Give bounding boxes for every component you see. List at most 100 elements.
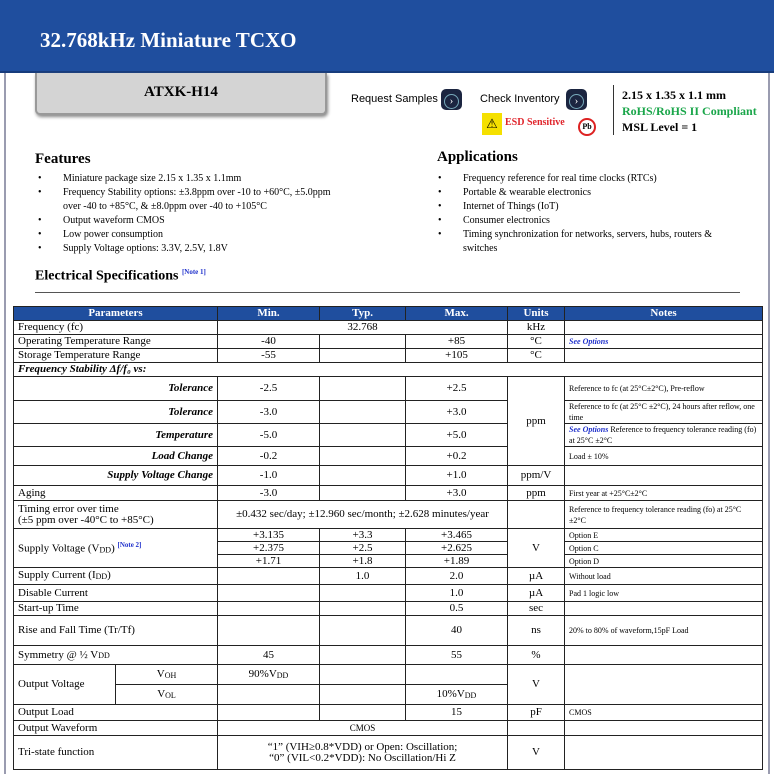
- table-row: Timing error over time (±5 ppm over -40°C…: [12, 500, 764, 529]
- cell: +85: [405, 334, 509, 349]
- cell: [319, 423, 407, 447]
- col-header: Min.: [217, 306, 321, 321]
- specs-table: Parameters Min. Typ. Max. Units Notes Fr…: [12, 306, 764, 770]
- table-row: Tolerance -2.5 +2.5 ppm Reference to fc (at …: [12, 376, 764, 466]
- part-number: ATXK-H14: [35, 73, 327, 115]
- cell: [564, 645, 764, 665]
- cell: µA: [507, 584, 566, 602]
- list-item: Miniature package size 2.15 x 1.35 x 1.1…: [38, 172, 338, 186]
- cell: Output Voltage: [13, 664, 116, 705]
- cell: sec: [507, 601, 566, 616]
- cell: 1.0: [319, 567, 407, 585]
- table-row: Temperature -5.0 +5.0 See Options Reference…: [12, 423, 764, 447]
- table-row: Frequency Stability Δf/f₀ vs:: [12, 362, 764, 377]
- paren: ): [107, 569, 111, 581]
- cell: CMOS: [564, 704, 764, 721]
- table-row: Operating Temperature Range -40 +85 °C See O…: [12, 334, 764, 349]
- cell: [564, 601, 764, 616]
- cell: [405, 664, 509, 685]
- cell: ppm/V: [507, 465, 566, 486]
- cell: Load Change: [12, 446, 219, 466]
- cell: 32.768: [217, 320, 509, 335]
- cell: 15: [405, 704, 509, 721]
- list-item: Low power consumption: [38, 228, 338, 242]
- cell: [564, 465, 764, 486]
- cell: +5.0: [405, 423, 509, 447]
- check-inventory-button[interactable]: ›: [566, 89, 587, 110]
- table-row: Rise and Fall Time (Tr/Tf) 40 ns 20% to 80%…: [12, 615, 764, 646]
- cell: [319, 465, 407, 486]
- esd-label: ESD Sensitive: [505, 117, 565, 128]
- cell: First year at +25°C±2°C: [564, 485, 764, 501]
- list-item: Output waveform CMOS: [38, 214, 338, 228]
- note-link[interactable]: [Note 2]: [117, 541, 142, 550]
- cell: +0.2: [405, 446, 509, 466]
- table-row: Tolerance -3.0 +3.0 Reference to fc (at 25°…: [12, 400, 764, 424]
- cell: +2.375: [217, 541, 321, 555]
- cell: [319, 704, 407, 721]
- see-options-link[interactable]: See Options: [564, 334, 764, 349]
- cell: ppm: [507, 376, 566, 466]
- chevron-right-icon: ›: [569, 94, 584, 109]
- check-inventory-link[interactable]: Check Inventory: [480, 93, 560, 105]
- list-item: Supply Voltage options: 3.3V, 2.5V, 1.8V: [38, 242, 338, 256]
- cell: Disable Current: [12, 584, 219, 602]
- table-row: +1.71 +1.8 +1.89 Option D: [14, 554, 764, 568]
- esd-warning-icon: ⚠: [482, 113, 502, 135]
- cell: +3.3: [319, 528, 407, 542]
- section-label: Frequency Stability Δf/f₀ vs:: [12, 362, 764, 377]
- cell: +2.5: [405, 376, 509, 401]
- see-options-link[interactable]: See Options: [569, 425, 609, 434]
- cell: Output Waveform: [12, 720, 219, 736]
- cell: See Options Reference to frequency toler…: [564, 423, 764, 447]
- param-label: Symmetry @ ½ V: [18, 648, 99, 661]
- cell: [319, 645, 407, 665]
- cell: CMOS: [217, 720, 509, 736]
- cell: Start-up Time: [12, 601, 219, 616]
- cell: Frequency (fc): [12, 320, 219, 335]
- cell: 40: [405, 615, 509, 646]
- cell: [217, 615, 321, 646]
- cell: -55: [217, 348, 321, 363]
- cell: [564, 720, 764, 736]
- cell: V: [507, 528, 566, 568]
- lead-free-icon: Pb: [578, 118, 596, 136]
- note-link[interactable]: [Note 1]: [181, 268, 206, 276]
- chevron-right-icon: ›: [444, 94, 459, 109]
- cell: kHz: [507, 320, 566, 335]
- cell: 2.0: [405, 567, 509, 585]
- electrical-specs-heading: Electrical Specifications [Note 1]: [35, 268, 206, 285]
- cell: Reference to fc (at 25°C±2°C), Pre-reflo…: [564, 376, 764, 401]
- request-samples-button[interactable]: ›: [441, 89, 462, 110]
- table-row: Supply Current (IDD) 1.0 2.0 µA Without load: [12, 567, 764, 585]
- table-row: Start-up Time 0.5 sec: [12, 601, 764, 616]
- title-banner: 32.768kHz Miniature TCXO: [0, 0, 774, 73]
- cell: -3.0: [217, 400, 321, 424]
- cell: µA: [507, 567, 566, 585]
- features-list: Miniature package size 2.15 x 1.35 x 1.1…: [38, 172, 338, 256]
- cell: Supply Voltage Change: [12, 465, 219, 486]
- cell: [507, 720, 566, 736]
- cell: °C: [507, 348, 566, 363]
- cell: [217, 704, 321, 721]
- tri-line: “1” (VIH≥0.8*VDD) or Open: Oscillation;: [267, 740, 458, 753]
- subscript: DD: [99, 545, 112, 555]
- table-row: Disable Current 1.0 µA Pad 1 logic low: [12, 584, 764, 602]
- symbol: V: [156, 667, 165, 680]
- cell: [217, 601, 321, 616]
- cell: [319, 485, 407, 501]
- subscript: DD: [95, 572, 108, 581]
- subscript: OL: [165, 690, 176, 700]
- page-frame: [4, 0, 770, 774]
- cell: Tolerance: [12, 400, 219, 424]
- table-row: Aging -3.0 +3.0 ppm First year at +25°C±2°C: [12, 485, 764, 501]
- cell: [319, 446, 407, 466]
- col-header: Units: [507, 306, 566, 321]
- request-samples-link[interactable]: Request Samples: [351, 93, 438, 105]
- table-header: Parameters Min. Typ. Max. Units Notes: [12, 306, 764, 321]
- cell: [217, 684, 321, 705]
- cell: Timing error over time (±5 ppm over -40°C…: [12, 500, 219, 529]
- cell: [564, 664, 764, 705]
- cell: °C: [507, 334, 566, 349]
- cell: Aging: [12, 485, 219, 501]
